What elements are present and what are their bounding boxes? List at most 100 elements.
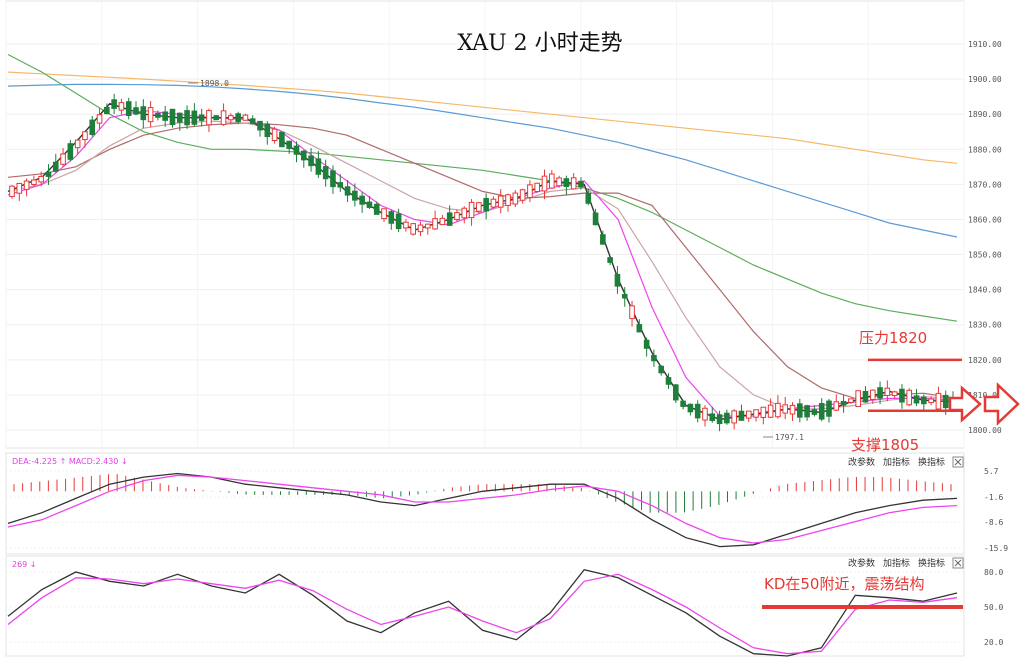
candle (118, 98, 125, 115)
candle (767, 398, 774, 418)
candle-body (680, 400, 686, 407)
candle-body (607, 257, 613, 263)
sideways-arrows-icon (948, 382, 1020, 426)
price-tick-label: 1860.00 (968, 215, 1002, 224)
candle (198, 108, 205, 127)
candle-body (673, 384, 679, 401)
candle (556, 175, 562, 188)
candle (724, 409, 730, 425)
candle (563, 175, 570, 196)
candle (702, 405, 708, 427)
candle (548, 170, 555, 189)
macd-change-params-button[interactable]: 改参数 (848, 456, 875, 468)
candle-body (417, 224, 424, 233)
candle-body (862, 390, 869, 403)
high-label: 1898.0 (200, 79, 229, 88)
candle (527, 180, 533, 203)
candle-body (16, 182, 23, 194)
candle (855, 390, 861, 407)
candle-body (184, 110, 190, 126)
candle (279, 131, 285, 148)
candle-body (439, 217, 446, 226)
candle-body (687, 403, 694, 413)
candle (862, 386, 869, 403)
candle-body (293, 145, 300, 155)
candle (293, 141, 300, 163)
candle (352, 183, 358, 207)
candle (213, 114, 220, 121)
candle-body (848, 398, 854, 403)
kd-change-params-button[interactable]: 改参数 (848, 557, 875, 569)
macd-add-indicator-button[interactable]: 加指标 (883, 456, 910, 468)
candle-body (424, 223, 431, 229)
candle-body (855, 390, 861, 407)
candle-body (877, 387, 883, 399)
candle-body (541, 175, 548, 192)
candle-body (344, 186, 351, 196)
macd-tick-label: -1.6 (984, 493, 1003, 502)
price-tick-label: 1850.00 (968, 251, 1002, 260)
candle (395, 208, 402, 233)
candle-body (118, 102, 125, 111)
kd-switch-indicator-button[interactable]: 换指标 (918, 557, 945, 569)
candle (899, 384, 905, 409)
price-tick-label: 1830.00 (968, 321, 1002, 330)
candle-body (23, 180, 30, 191)
candle-body (111, 99, 117, 109)
candle (877, 381, 883, 405)
macd-tick-label: 5.7 (984, 467, 999, 476)
candle-body (410, 223, 417, 235)
macd-close-icon[interactable] (952, 456, 964, 468)
support-label: 支撑1805 (851, 436, 919, 454)
candle (257, 120, 263, 137)
candle-body (162, 111, 168, 121)
candle (928, 396, 934, 406)
candle (461, 206, 468, 224)
candle-body (592, 212, 599, 226)
candle-body (388, 211, 395, 224)
candle-body (505, 194, 511, 206)
candle (818, 398, 825, 422)
candle-body (454, 212, 460, 221)
candle (446, 205, 453, 226)
candle (512, 190, 519, 208)
candle (140, 99, 147, 129)
kd-d-line (7, 573, 958, 655)
candle (665, 373, 672, 389)
candle-body (359, 195, 365, 205)
kd-close-icon[interactable] (952, 557, 964, 569)
candle-body (840, 400, 847, 406)
kd-add-indicator-button[interactable]: 加指标 (883, 557, 910, 569)
candle (607, 256, 613, 266)
candle (184, 105, 190, 129)
candle-body (155, 112, 161, 118)
candle (782, 396, 789, 420)
kd-tick-label: 50.0 (984, 603, 1003, 612)
candle-body (899, 388, 905, 403)
candle (424, 223, 431, 235)
candle (680, 399, 686, 410)
ma-line-5 (7, 120, 958, 410)
candle-body (797, 403, 803, 418)
candle (600, 230, 606, 245)
candle-body (96, 114, 103, 124)
candle (147, 101, 154, 128)
price-axis-ticks: 1910.00 1900.00 1890.00 1880.00 1870.00 1860.… (968, 40, 1002, 435)
candle (789, 402, 796, 421)
candle (891, 390, 898, 399)
candle-body (731, 410, 737, 424)
candle-body (497, 195, 504, 208)
candle-body (527, 184, 533, 199)
candle (629, 300, 635, 327)
candle (67, 139, 74, 162)
candle (913, 388, 920, 406)
candle-body (271, 128, 278, 142)
candle (797, 398, 803, 423)
macd-switch-indicator-button[interactable]: 换指标 (918, 456, 945, 468)
low-marker: 1797.1 (763, 433, 804, 442)
candle-body (220, 110, 227, 126)
candle-body (169, 108, 176, 126)
candle (366, 196, 373, 209)
candle (162, 105, 168, 127)
resistance-level: 压力1820 (859, 329, 962, 362)
